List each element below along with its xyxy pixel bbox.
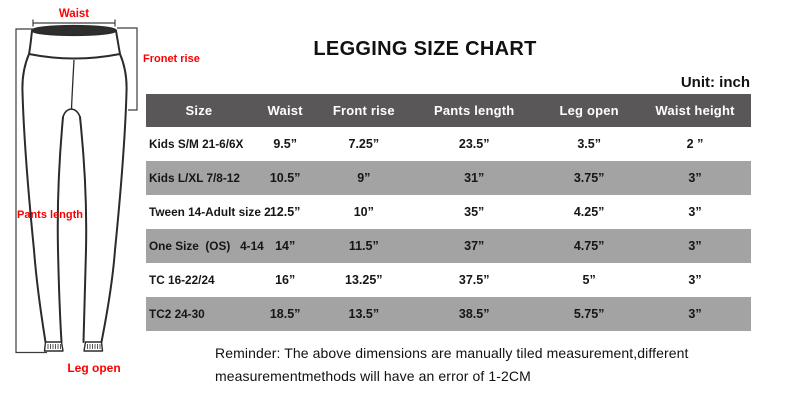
cell-waist: 12.5” [269,205,301,219]
page-title: LEGGING SIZE CHART [313,38,537,60]
right-cuff-hatch [87,344,101,349]
cell-size: Kids L/XL 7/8-12 [149,171,240,185]
cell-waist-height: 3” [688,171,702,185]
size-chart-table: Size Waist Front rise Pants length Leg o… [146,94,751,331]
left-cuff [43,341,64,352]
table-row-kids-lxl: Kids L/XL 7/8-12 10.5” 9” 31” 3.75” 3” [146,161,751,195]
table-row-kids-sm: Kids S/M 21-6/6X 9.5” 7.25” 23.5” 3.5” 2… [146,127,751,161]
left-cuff-hatch [47,344,61,349]
cell-front-rise: 11.5” [348,239,379,253]
col-header-waist-height: Waist height [639,94,751,127]
cell-waist-height: 3” [688,239,702,253]
cell-size: TC2 24-30 [149,307,205,321]
cell-pants-length: 38.5” [458,307,490,321]
right-leg-outer [100,53,128,343]
table-header-row: Size Waist Front rise Pants length Leg o… [146,94,751,127]
cell-waist: 9.5” [273,137,297,151]
cell-leg-open: 5.75” [573,307,605,321]
col-header-waist: Waist [251,94,319,127]
crotch-curve [62,108,81,118]
col-header-leg-open: Leg open [539,94,640,127]
cell-waist-height: 2 ” [686,137,704,151]
waist-label: Waist [59,8,89,20]
waistband-band [28,30,121,60]
waist-measure-line [32,19,116,27]
cell-leg-open: 4.25” [573,205,605,219]
cell-waist: 16” [275,273,296,287]
front-rise-label: Fronet rise [143,53,200,65]
cell-leg-open: 3.5” [577,137,601,151]
table-row-tc2: TC2 24-30 18.5” 13.5” 38.5” 5.75” 3” [146,297,751,331]
leggings-diagram: Waist Fronet rise Pants length Leg open [15,8,200,375]
table-row-tween: Tween 14-Adult size 2 12.5” 10” 35” 4.25… [146,195,751,229]
cell-waist: 14” [275,239,296,253]
pants-length-label: Pants length [17,209,83,221]
front-rise-bracket [117,27,138,111]
left-leg-inner [56,116,64,343]
cell-size: TC 16-22/24 [149,273,215,287]
cell-pants-length: 37.5” [458,273,490,287]
cell-pants-length: 37” [464,239,485,253]
cell-size: Tween 14-Adult size 2 [149,205,271,219]
cell-pants-length: 23.5” [458,137,490,151]
table-row-tc: TC 16-22/24 16” 13.25” 37.5” 5” 3” [146,263,751,297]
right-leg-inner [79,116,88,343]
unit-label: Unit: inch [680,74,750,91]
cell-front-rise: 9” [357,171,371,185]
cell-front-rise: 10” [353,205,374,219]
cell-leg-open: 3.75” [573,171,605,185]
col-header-front-rise: Front rise [318,94,410,127]
cell-size: Kids S/M 21-6/6X [149,137,244,151]
cell-pants-length: 31” [464,171,485,185]
col-header-pants-length: Pants length [409,94,540,127]
reminder-note: Reminder: The above dimensions are manua… [215,342,689,388]
cell-waist: 18.5” [269,307,301,321]
table-row-one-size: One Size (OS) 4-14 14” 11.5” 37” 4.75” 3… [146,229,751,263]
right-cuff [83,341,104,352]
waistband-opening [31,24,117,37]
cell-waist-height: 3” [688,205,702,219]
reminder-line-2: measurementmethods will have an error of… [215,368,531,384]
reminder-line-1: Reminder: The above dimensions are manua… [215,345,689,361]
cell-waist: 10.5” [269,171,301,185]
cell-pants-length: 35” [464,205,485,219]
col-header-size: Size [146,94,252,127]
cell-size: One Size (OS) 4-14 [149,239,264,253]
left-leg-outer [21,53,47,343]
cell-front-rise: 7.25” [348,137,380,151]
cell-waist-height: 3” [688,307,702,321]
cell-leg-open: 4.75” [573,239,605,253]
cell-leg-open: 5” [582,273,596,287]
front-seam [70,59,75,110]
pants-length-bracket [15,28,47,354]
cell-front-rise: 13.5” [348,307,380,321]
leg-open-label: Leg open [67,361,120,375]
cell-front-rise: 13.25” [345,273,383,287]
cell-waist-height: 3” [688,273,702,287]
